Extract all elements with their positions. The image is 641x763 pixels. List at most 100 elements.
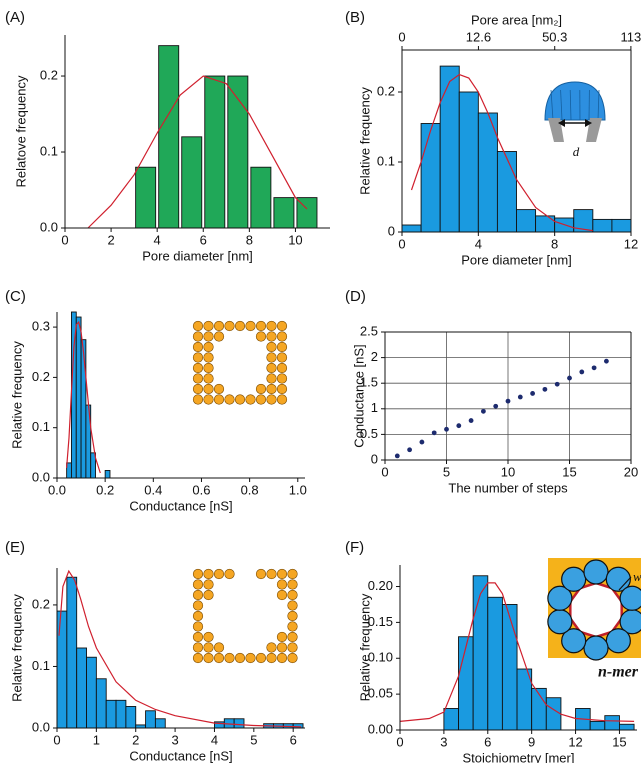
inset-lattice-atom xyxy=(276,373,288,384)
panel-label: (B) xyxy=(345,9,365,26)
y-tick-label: 0.3 xyxy=(32,319,50,334)
inset-lattice-atom xyxy=(287,642,298,653)
fit-curve xyxy=(66,320,101,474)
y-tick-label: 0.1 xyxy=(32,658,50,673)
inset-pore-rib xyxy=(597,89,600,121)
inset-pore-rib xyxy=(550,89,554,121)
inset-label: w xyxy=(633,569,641,584)
fit-curve xyxy=(58,569,302,728)
x-tick-label: 0 xyxy=(398,236,405,251)
bar xyxy=(145,710,156,729)
x-tick-label: 12 xyxy=(624,236,638,251)
inset-lattice-atom xyxy=(213,642,225,653)
inset-lattice-atom xyxy=(213,652,225,664)
point xyxy=(604,358,609,364)
x-axis-label: Conductance [nS] xyxy=(129,748,232,763)
inset-subunit xyxy=(547,609,573,635)
x-tick-label: 0 xyxy=(396,734,403,749)
point xyxy=(567,375,572,381)
y-tick-label: 0.0 xyxy=(32,719,50,734)
point xyxy=(468,418,474,423)
inset-lattice-atom xyxy=(234,394,246,405)
inset-lattice-atom xyxy=(266,383,277,395)
inset-subunit xyxy=(605,566,631,592)
bar xyxy=(496,151,517,233)
inset-pore-rib xyxy=(560,89,563,121)
point xyxy=(456,423,462,429)
x-tick-label: 1 xyxy=(93,732,100,747)
x2-tick-label: 50.3 xyxy=(542,29,567,44)
inset-lattice-atom xyxy=(203,341,214,353)
panel-label: (C) xyxy=(5,288,26,305)
y-tick-label: 0.0 xyxy=(32,469,50,484)
inset-lattice-atom xyxy=(213,383,225,395)
x-tick-label: 0.6 xyxy=(192,482,210,497)
y-tick-label: 1.5 xyxy=(360,375,378,390)
inset-pore xyxy=(544,81,606,121)
inset-lattice-atom xyxy=(203,642,214,653)
bar xyxy=(458,91,479,233)
bar xyxy=(487,596,503,731)
x-tick-label: 8 xyxy=(551,236,558,251)
inset-lattice-atom xyxy=(192,642,204,653)
bar xyxy=(135,166,157,229)
fit-curve xyxy=(87,75,308,229)
inset-lattice-atom xyxy=(276,320,288,332)
x-axis-label: Pore diameter [nm] xyxy=(142,248,253,263)
inset-arrowhead xyxy=(558,119,592,127)
y-tick-label: 0.1 xyxy=(32,419,50,434)
inset-subunit xyxy=(583,635,609,661)
bar xyxy=(104,470,111,479)
inset-lattice-atom xyxy=(203,383,214,395)
point xyxy=(517,394,523,400)
bar xyxy=(458,636,474,731)
inset-lattice-atom xyxy=(276,383,288,395)
inset-lattice-atom xyxy=(203,631,214,643)
bar xyxy=(75,316,82,479)
inset-lattice-atom xyxy=(192,362,204,374)
y-axis-label: Conductance [nS] xyxy=(351,344,366,447)
inset-lattice-atom xyxy=(192,589,204,601)
y-tick-label: 0.2 xyxy=(377,83,395,98)
inset-lattice-atom xyxy=(255,331,267,342)
inset-lattice-atom xyxy=(192,600,204,611)
x-tick-label: 0 xyxy=(61,232,68,247)
inset-lattice-atom xyxy=(203,568,214,580)
inset-lattice-atom xyxy=(255,652,267,664)
inset-lattice-atom xyxy=(224,652,235,664)
inset-lattice-atom xyxy=(266,652,277,664)
inset-lattice-atom xyxy=(224,568,235,580)
inset-lattice-atom xyxy=(245,652,256,664)
inset-lattice-atom xyxy=(266,320,277,332)
inset-arrow xyxy=(618,576,632,591)
inset-lattice-atom xyxy=(276,394,288,405)
inset-lattice-atom xyxy=(266,331,277,342)
inset-lattice-atom xyxy=(266,352,277,363)
x-tick-label: 2 xyxy=(132,732,139,747)
x-tick-label: 0 xyxy=(381,464,388,479)
inset-lattice-atom xyxy=(213,394,225,405)
x-tick-label: 6 xyxy=(200,232,207,247)
inset-lattice-atom xyxy=(276,362,288,374)
bar xyxy=(76,647,87,729)
bar xyxy=(401,224,422,233)
x-tick-label: 0.4 xyxy=(144,482,162,497)
x-tick-label: 15 xyxy=(562,464,576,479)
bar xyxy=(545,697,562,731)
point xyxy=(505,398,511,404)
inset-lattice-atom xyxy=(234,320,246,332)
panel-label: (E) xyxy=(5,539,25,556)
x-tick-label: 0.2 xyxy=(96,482,114,497)
panel: (D) Conductance [nS] The number of steps 0 5… xyxy=(345,288,638,495)
inset-subunit xyxy=(605,628,631,654)
x2-tick-label: 113 xyxy=(621,29,641,44)
bar xyxy=(154,718,166,729)
point xyxy=(431,430,437,436)
inset-lattice-atom xyxy=(203,320,214,332)
y-axis-label: Relatove frequency xyxy=(13,75,28,188)
point xyxy=(542,386,548,392)
x-tick-label: 4 xyxy=(475,236,482,251)
inset-lattice-atom xyxy=(287,568,298,580)
inset-lattice-atom xyxy=(203,331,214,342)
